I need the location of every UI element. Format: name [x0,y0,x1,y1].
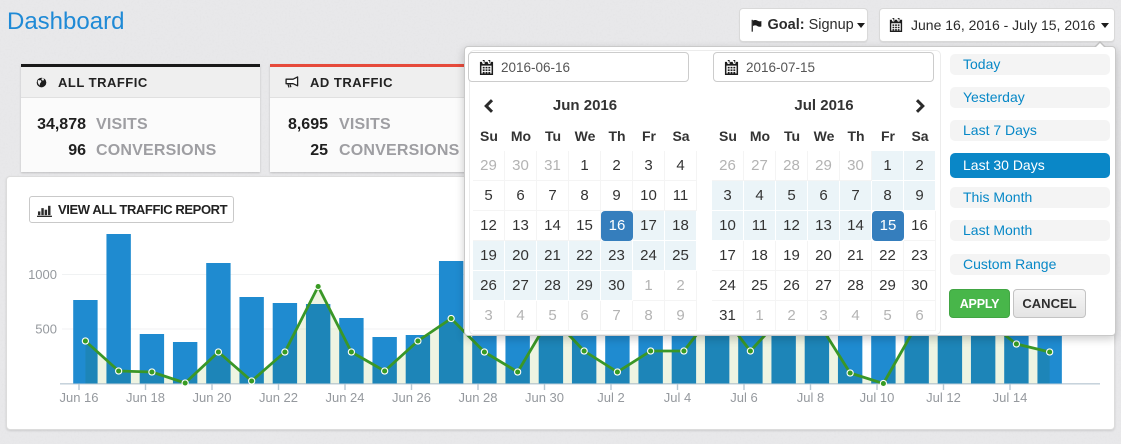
svg-text:Jun 16: Jun 16 [59,390,98,405]
svg-text:1000: 1000 [28,267,57,282]
svg-text:Jul 8: Jul 8 [797,390,824,405]
svg-text:Jun 26: Jun 26 [392,390,431,405]
svg-text:Jun 30: Jun 30 [525,390,564,405]
svg-text:Jun 28: Jun 28 [458,390,497,405]
svg-text:Jun 20: Jun 20 [192,390,231,405]
svg-text:Jun 24: Jun 24 [325,390,364,405]
svg-text:Jul 12: Jul 12 [926,390,961,405]
svg-text:Jul 6: Jul 6 [730,390,757,405]
svg-text:Jun 22: Jun 22 [259,390,298,405]
svg-text:Jun 18: Jun 18 [126,390,165,405]
svg-text:500: 500 [35,322,57,337]
svg-text:Jul 14: Jul 14 [993,390,1028,405]
svg-text:Jul 2: Jul 2 [597,390,624,405]
svg-text:Jul 10: Jul 10 [860,390,895,405]
svg-text:Jul 4: Jul 4 [664,390,691,405]
